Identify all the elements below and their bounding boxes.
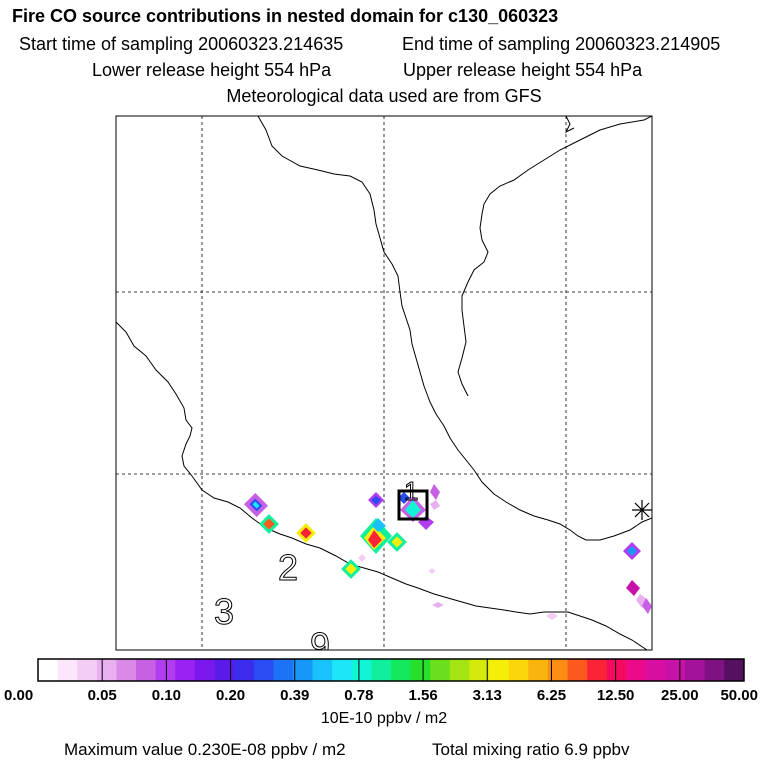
coastline-gulf [257, 116, 652, 541]
colorbar-swatch [292, 659, 314, 681]
colorbar-swatch [194, 659, 215, 681]
source-cell [432, 602, 444, 608]
colorbar-swatch [116, 659, 137, 681]
colorbar-swatch [410, 659, 431, 681]
chart-title: Fire CO source contributions in nested d… [12, 6, 559, 26]
start-sampling-label: Start time of sampling 20060323.214635 [19, 34, 344, 54]
colorbar-swatch [665, 659, 686, 681]
colorbar-swatch [645, 659, 667, 681]
source-label-9: 9 [310, 625, 330, 666]
coastline-pacific [116, 321, 648, 650]
colorbar-swatch [626, 659, 647, 681]
colorbar-tick-label: 1.56 [408, 687, 437, 704]
colorbar-swatch [371, 659, 392, 681]
colorbar-swatch [391, 659, 412, 681]
colorbar-ticks: 0.00 0.05 0.10 0.20 0.39 0.78 1.56 3.13 6.25 12.5… [4, 658, 758, 704]
source-cell [546, 612, 558, 620]
source-cell [623, 542, 641, 560]
colorbar-swatch [312, 659, 333, 681]
colorbar-tick-label: 0.05 [88, 687, 117, 704]
source-label-2: 2 [278, 547, 298, 588]
source-cell [358, 554, 366, 562]
colorbar-tick-label: 0.39 [280, 687, 309, 704]
colorbar-swatch [351, 659, 372, 681]
total-mixing-label: Total mixing ratio 6.9 ppbv [432, 740, 630, 759]
colorbar-swatch [685, 659, 706, 681]
colorbar-tick-label: 0.00 [4, 687, 33, 704]
colorbar-swatch [136, 659, 157, 681]
colorbar-swatch [469, 659, 490, 681]
source-cell [368, 492, 384, 508]
colorbar-swatch [155, 659, 176, 681]
colorbar-swatch [38, 659, 59, 681]
colorbar-swatch [430, 659, 451, 681]
colorbar-swatch [528, 659, 549, 681]
colorbar-swatch [96, 659, 117, 681]
colorbar-swatch [508, 659, 529, 681]
source-label-3: 3 [214, 591, 234, 632]
colorbar-swatch [724, 659, 745, 681]
colorbar-unit-label: 10E-10 ppbv / m2 [320, 710, 448, 727]
colorbar-tick-label: 3.13 [473, 687, 502, 704]
colorbar-tick-label: 12.50 [597, 687, 635, 704]
coastline-yucatan [457, 116, 652, 397]
colorbar-tick-label: 50.00 [720, 687, 758, 704]
colorbar-tick-label: 6.25 [537, 687, 566, 704]
source-cell [360, 518, 392, 554]
source-cell [296, 523, 316, 543]
receptor-box [397, 489, 429, 521]
star-marker [632, 500, 652, 520]
colorbar-frame [37, 658, 745, 682]
colorbar-swatch [587, 659, 608, 681]
colorbar-swatch [567, 659, 588, 681]
colorbar-tick-label: 0.78 [344, 687, 373, 704]
colorbar-swatch [273, 659, 294, 681]
source-cell [243, 492, 269, 518]
source-label-1: 1 [404, 476, 418, 506]
coastline-detail [564, 116, 575, 134]
source-cell [626, 580, 652, 614]
colorbar-swatch [332, 659, 353, 681]
source-cell [259, 514, 279, 534]
colorbar-swatch [489, 659, 510, 681]
colorbar [38, 659, 745, 681]
lower-release-label: Lower release height 554 hPa [92, 60, 332, 80]
maximum-value-label: Maximum value 0.230E-08 ppbv / m2 [64, 740, 346, 759]
source-cell [341, 559, 361, 579]
colorbar-swatch [547, 659, 568, 681]
colorbar-swatch [77, 659, 98, 681]
graticule [116, 116, 652, 650]
source-cell [387, 532, 407, 552]
upper-release-label: Upper release height 554 hPa [403, 60, 643, 80]
colorbar-swatch [606, 659, 627, 681]
colorbar-swatch [704, 659, 725, 681]
colorbar-tick-label: 0.10 [152, 687, 181, 704]
colorbar-swatch [175, 659, 196, 681]
colorbar-swatch [253, 659, 274, 681]
colorbar-tick-label: 0.20 [216, 687, 245, 704]
source-cell [428, 568, 436, 574]
met-data-label: Meteorological data used are from GFS [226, 86, 542, 106]
end-sampling-label: End time of sampling 20060323.214905 [402, 34, 721, 54]
colorbar-tick-label: 25.00 [661, 687, 699, 704]
colorbar-swatch [57, 659, 78, 681]
colorbar-swatch [214, 659, 235, 681]
colorbar-swatch [234, 659, 255, 681]
colorbar-swatch [449, 659, 470, 681]
